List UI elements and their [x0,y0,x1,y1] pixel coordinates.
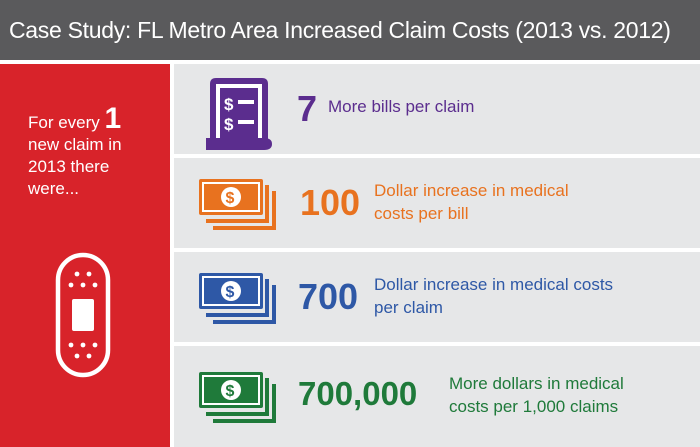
stat-description: More bills per claim [328,97,475,116]
stat-number: 700 [298,276,359,317]
stat-description-line1: Dollar increase in medical costs [374,275,614,294]
intro-big-number: 1 [104,102,122,135]
intro-line3: 2013 there [28,157,110,176]
svg-text:$: $ [224,115,234,134]
money-stack-icon: $ [199,273,276,324]
money-stack-icon: $ [199,179,276,230]
stat-description-line2: costs per bill [374,204,469,223]
intro-line4: were... [28,179,80,198]
stat-row-cost-per-1000-claims: $ 700,000 More dollars in medical costs … [174,346,700,447]
stat-number: 700,000 [298,375,418,412]
stat-description-line1: More dollars in medical [449,374,624,393]
stat-number: 100 [300,182,361,223]
page-title: Case Study: FL Metro Area Increased Clai… [9,16,671,43]
stat-row-cost-per-bill: $ 100 Dollar increase in medical costs p… [174,158,700,248]
header-bar: Case Study: FL Metro Area Increased Clai… [0,0,700,60]
stat-description-line1: Dollar increase in medical [374,181,569,200]
bill-icon: $ $ [206,78,272,150]
svg-text:$: $ [226,383,235,400]
intro-pre: For every [28,113,105,132]
stat-row-bills-per-claim: $ $ 7 More bills per claim [174,64,700,154]
stat-row-cost-per-claim: $ 700 Dollar increase in medical costs p… [174,252,700,342]
intro-text: For every 1 new claim in 2013 there were… [28,104,168,200]
stat-description-line2: per claim [374,298,443,317]
intro-line2: new claim in [28,135,122,154]
bandage-icon [55,252,111,378]
svg-text:$: $ [226,190,235,207]
money-stack-icon: $ [199,372,276,423]
svg-text:$: $ [226,284,235,301]
svg-text:$: $ [224,95,234,114]
stat-number: 7 [297,88,318,129]
intro-panel: For every 1 new claim in 2013 there were… [0,64,170,447]
stat-description-line2: costs per 1,000 claims [449,397,619,416]
